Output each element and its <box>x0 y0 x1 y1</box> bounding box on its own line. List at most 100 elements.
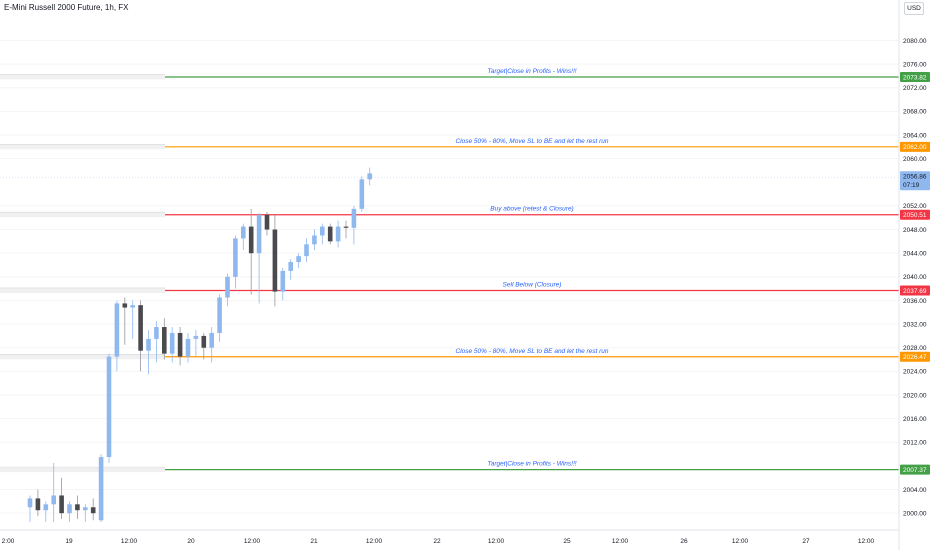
level-price-tag <box>900 71 930 82</box>
candle-body <box>217 297 222 333</box>
candle-body <box>327 226 333 242</box>
level-price-tag-text: 2062.00 <box>903 144 927 151</box>
candle-body <box>233 238 238 277</box>
price-tick-label: 2028.00 <box>903 345 927 352</box>
time-tick-label: 20 <box>187 538 195 545</box>
candle-body <box>138 305 143 351</box>
time-tick-label: 2:00 <box>2 538 15 545</box>
level-zone-left <box>0 287 165 293</box>
level-price-tag <box>900 285 930 296</box>
candle-body <box>256 214 262 254</box>
candle-body <box>122 303 128 308</box>
candle-body <box>177 332 183 357</box>
level-annotation: Target|Close in Profits - Wins!!! <box>487 68 576 75</box>
price-tick-label: 2024.00 <box>903 369 927 376</box>
time-tick-label: 12:00 <box>612 538 629 545</box>
price-tick-label: 2064.00 <box>903 132 927 139</box>
time-tick-label: 26 <box>680 538 688 545</box>
candle-body <box>114 303 120 357</box>
candle-body <box>320 226 325 236</box>
price-tick-label: 2076.00 <box>903 61 927 68</box>
time-tick-label: 12:00 <box>488 538 505 545</box>
candle-body <box>367 173 372 180</box>
candle-body <box>335 226 341 242</box>
time-tick-label: 19 <box>65 538 73 545</box>
countdown-text: 07:19 <box>903 182 920 189</box>
candle-body <box>146 338 151 351</box>
candle-body <box>67 504 72 514</box>
level-zone-left <box>0 467 165 473</box>
candle-body <box>351 208 357 228</box>
current-price-text: 2056.86 <box>903 174 927 181</box>
candle-body <box>106 356 112 458</box>
candle-body <box>130 305 135 308</box>
price-tick-label: 2080.00 <box>903 38 927 45</box>
price-axis: 2080.00 2076.00 2072.00 2068.00 2064.00 2060.… <box>903 38 927 518</box>
current-price-tag <box>900 171 930 191</box>
time-tick-label: 27 <box>802 538 810 545</box>
price-tick-label: 2044.00 <box>903 250 927 257</box>
candle-body <box>59 495 64 514</box>
candle-body <box>312 235 317 245</box>
price-tick-label: 2012.00 <box>903 440 927 447</box>
time-tick-label: 12:00 <box>366 538 383 545</box>
candle-body <box>225 276 230 298</box>
level-annotation: Close 50% - 80%, Move SL to BE and let t… <box>455 138 608 145</box>
level-price-tag-text: 2037.69 <box>903 288 927 295</box>
candle-body <box>43 504 49 511</box>
level-price-tag-text: 2007.37 <box>903 467 927 474</box>
candle-body <box>98 457 104 521</box>
level-price-tag <box>900 351 930 362</box>
chart-grid <box>0 39 899 514</box>
candle-body <box>154 327 159 339</box>
time-tick-label: 12:00 <box>244 538 261 545</box>
candle-body <box>264 214 270 230</box>
level-annotation: Sell Below (Closure) <box>503 281 562 288</box>
time-tick-label: 12:00 <box>732 538 749 545</box>
price-tick-label: 2004.00 <box>903 487 927 494</box>
level-price-tag <box>900 464 930 475</box>
level-annotation: Target|Close in Profits - Wins!!! <box>487 461 576 468</box>
price-tick-label: 2048.00 <box>903 227 927 234</box>
price-tick-label: 2060.00 <box>903 156 927 163</box>
price-tick-label: 2072.00 <box>903 85 927 92</box>
time-axis: 2:00 19 12:00 20 12:00 21 12:00 22 12:00 25 12:00 2… <box>2 538 875 545</box>
candle-body <box>201 335 207 348</box>
level-price-tag-text: 2050.51 <box>903 212 927 219</box>
level-zone-left <box>0 354 165 360</box>
candle-body <box>248 226 254 254</box>
candle-body <box>288 262 293 271</box>
candle-body <box>241 226 246 239</box>
candle-body <box>343 226 349 228</box>
candle-body <box>359 179 365 209</box>
level-price-tag <box>900 209 930 220</box>
currency-button[interactable]: USD <box>904 2 924 15</box>
candle-body <box>90 507 96 514</box>
level-price-tag <box>900 141 930 152</box>
price-tick-label: 2068.00 <box>903 109 927 116</box>
level-zone-left <box>0 212 165 218</box>
candle-body <box>209 332 214 348</box>
candle-body <box>75 504 80 511</box>
price-tick-label: 2036.00 <box>903 298 927 305</box>
time-tick-label: 21 <box>310 538 318 545</box>
price-tick-label: 2020.00 <box>903 392 927 399</box>
level-annotation: Close 50% - 80%, Move SL to BE and let t… <box>455 348 608 355</box>
level-annotation: Buy above (retest & Closure) <box>490 206 573 213</box>
candle-body <box>193 335 199 339</box>
level-zone-left <box>0 74 165 80</box>
candle-body <box>162 327 167 354</box>
candle-body <box>272 229 278 292</box>
horizontal-levels: Target|Close in Profits - Wins!!! Close 5… <box>0 68 899 473</box>
time-tick-label: 25 <box>563 538 571 545</box>
candles-layer <box>27 167 372 523</box>
candle-body <box>27 498 33 508</box>
candle-body <box>185 338 191 357</box>
price-tick-label: 2016.00 <box>903 416 927 423</box>
price-tick-label: 2000.00 <box>903 510 927 517</box>
price-tick-label: 2040.00 <box>903 274 927 281</box>
level-price-tag-text: 2073.82 <box>903 74 927 81</box>
candle-body <box>169 332 175 354</box>
price-tags: 2073.82 2062.00 2050.51 2037.69 2026.47 2007.… <box>900 71 930 475</box>
